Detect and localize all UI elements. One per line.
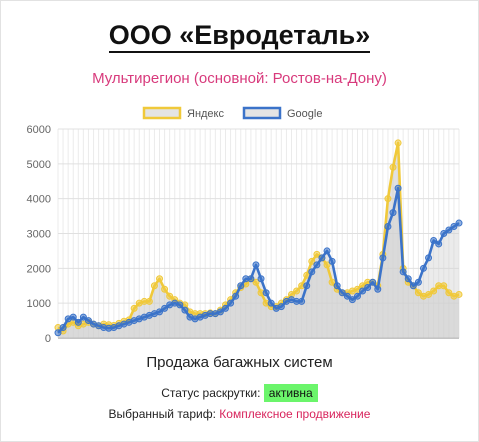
data-point-0 (430, 287, 438, 295)
data-point-1 (298, 297, 306, 305)
data-point-0 (389, 163, 397, 171)
data-point-1 (308, 268, 316, 276)
data-point-0 (161, 285, 169, 293)
data-point-1 (227, 299, 235, 307)
data-point-1 (252, 261, 260, 269)
legend-label-1: Google (287, 108, 322, 120)
data-point-0 (293, 287, 301, 295)
data-point-1 (69, 313, 77, 321)
region-subtitle: Мультирегион (основной: Ростов-на-Дону) (92, 70, 387, 87)
data-point-1 (156, 308, 164, 316)
data-point-1 (257, 275, 265, 283)
data-point-0 (455, 290, 463, 298)
data-point-0 (323, 261, 331, 269)
promotion-status-row: Статус раскрутки: активна (0, 384, 479, 402)
data-point-1 (343, 292, 351, 300)
y-tick-label: 4000 (27, 194, 51, 206)
y-tick-label: 2000 (27, 263, 51, 275)
data-point-1 (267, 299, 275, 307)
data-point-1 (237, 282, 245, 290)
y-tick-label: 5000 (27, 159, 51, 171)
data-point-1 (450, 223, 458, 231)
data-point-0 (145, 297, 153, 305)
data-point-1 (359, 287, 367, 295)
data-point-1 (222, 304, 230, 312)
data-point-1 (404, 275, 412, 283)
data-point-1 (262, 289, 270, 297)
data-point-0 (166, 292, 174, 300)
data-point-0 (150, 282, 158, 290)
legend-swatch-0 (142, 106, 182, 120)
status-badge: активна (263, 384, 318, 402)
data-point-0 (445, 289, 453, 297)
data-point-1 (384, 223, 392, 231)
data-point-1 (318, 254, 326, 262)
data-point-1 (161, 304, 169, 312)
legend-label-0: Яндекс (187, 108, 224, 120)
data-point-0 (313, 250, 321, 258)
traffic-chart: 0 1000 2000 3000 4000 5000 6000 Яндекс Google (27, 106, 463, 345)
data-point-1 (364, 283, 372, 291)
data-point-1 (455, 219, 463, 227)
data-point-1 (74, 318, 82, 326)
data-point-1 (435, 240, 443, 248)
data-point-1 (445, 226, 453, 234)
data-point-1 (353, 292, 361, 300)
data-point-1 (394, 184, 402, 192)
data-point-0 (130, 304, 138, 312)
data-point-1 (409, 282, 417, 290)
y-tick-label: 1000 (27, 298, 51, 310)
data-point-1 (369, 278, 377, 286)
data-point-0 (440, 282, 448, 290)
data-point-0 (308, 257, 316, 265)
data-point-0 (425, 290, 433, 298)
data-point-1 (374, 285, 382, 293)
data-point-0 (394, 139, 402, 147)
data-point-1 (54, 329, 62, 337)
data-point-1 (430, 236, 438, 244)
data-point-1 (348, 296, 356, 304)
data-point-1 (303, 282, 311, 290)
data-point-1 (338, 289, 346, 297)
y-tick-label: 0 (45, 333, 51, 345)
y-tick-label: 3000 (27, 229, 51, 241)
legend-swatch-1 (242, 106, 282, 120)
y-tick-label: 6000 (27, 124, 51, 136)
series-area-1 (58, 188, 459, 338)
tariff-row: Выбранный тариф: Комплексное продвижение (0, 407, 479, 421)
data-point-1 (333, 282, 341, 290)
data-point-1 (232, 292, 240, 300)
data-point-0 (156, 275, 164, 283)
data-point-0 (328, 278, 336, 286)
data-point-1 (399, 268, 407, 276)
data-point-0 (384, 195, 392, 203)
company-title: ООО «Евродеталь» (108, 20, 371, 53)
company-title-wrap: ООО «Евродеталь» (0, 20, 479, 53)
data-point-1 (425, 254, 433, 262)
data-point-1 (389, 209, 397, 217)
data-point-1 (379, 254, 387, 262)
tariff-value[interactable]: Комплексное продвижение (219, 407, 371, 421)
status-label: Статус раскрутки: (161, 386, 261, 400)
data-point-0 (252, 278, 260, 286)
data-point-1 (59, 324, 67, 332)
data-point-1 (84, 317, 92, 325)
data-point-1 (277, 303, 285, 311)
chart-x-label: Продажа багажных систем (146, 354, 333, 371)
data-point-1 (216, 308, 224, 316)
data-point-1 (323, 247, 331, 255)
data-point-1 (328, 257, 336, 265)
data-point-0 (414, 289, 422, 297)
tariff-label: Выбранный тариф: (108, 407, 216, 421)
data-point-1 (440, 230, 448, 237)
data-point-1 (313, 261, 321, 269)
data-point-1 (79, 313, 87, 321)
data-point-1 (176, 301, 184, 309)
data-point-1 (419, 264, 427, 272)
data-point-1 (181, 306, 189, 314)
data-point-1 (247, 275, 255, 283)
data-point-1 (414, 278, 422, 286)
